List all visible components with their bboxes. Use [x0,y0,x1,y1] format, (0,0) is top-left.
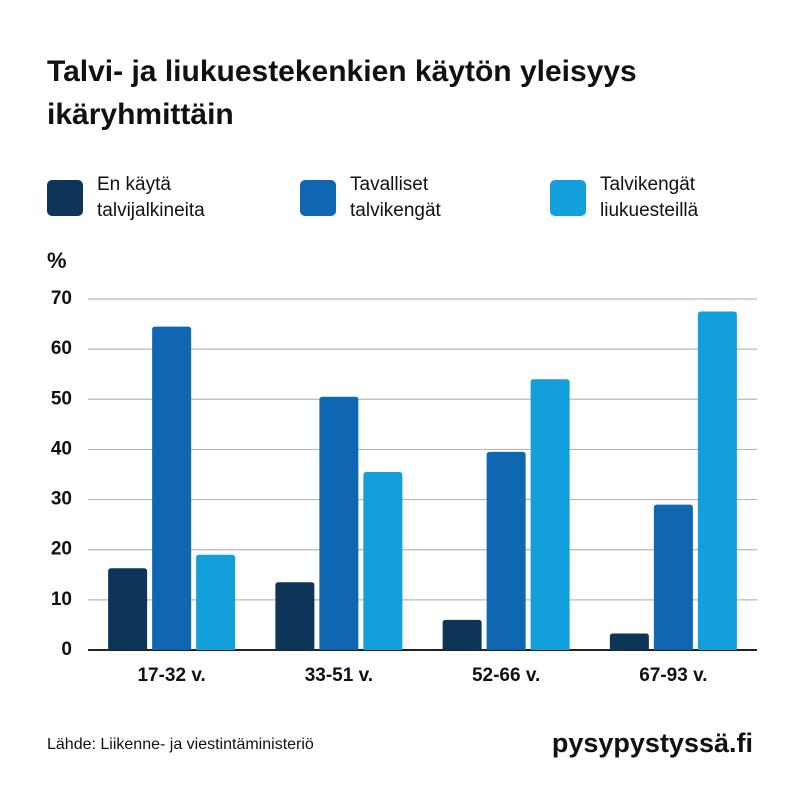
legend-item: En käytä talvijalkineita [47,172,267,224]
bar [653,504,693,650]
bar [697,311,737,650]
y-tick-label: 50 [51,388,72,409]
y-tick-label: 0 [61,639,72,660]
legend-label: En käytä talvijalkineita [97,174,205,221]
y-tick-label: 20 [51,539,72,560]
bar [196,554,236,650]
bar [486,451,526,650]
bar [363,471,403,650]
y-tick-label: 60 [51,338,72,359]
legend-swatch [300,180,336,216]
bar [319,396,359,650]
bar [442,619,482,650]
bar [108,568,148,650]
bar [609,633,649,650]
bar [152,326,192,650]
x-tick-label: 17-32 v. [137,665,205,686]
y-tick-label: 70 [51,288,72,309]
bar [275,582,315,650]
legend-label: Talvikengät liukuesteillä [600,174,699,221]
legend-item: Talvikengät liukuesteillä [550,172,760,224]
legend-label: Tavalliset talvikengät [350,174,441,221]
legend-swatch [550,180,586,216]
brand: pysypystyssä.fi [551,728,753,758]
y-tick-label: 10 [51,589,72,610]
y-axis-label: % [47,248,67,273]
y-tick-label: 40 [51,438,72,459]
x-tick-label: 33-51 v. [305,665,373,686]
legend-item: Tavalliset talvikengät [300,172,500,224]
x-tick-label: 67-93 v. [639,665,707,686]
y-tick-label: 30 [51,489,72,510]
legend-swatch [47,180,83,216]
x-tick-label: 52-66 v. [472,665,540,686]
chart-title: Talvi- ja liukuestekenkien käytön yleisy… [47,55,637,131]
source: Lähde: Liikenne- ja viestintäministeriö [47,736,314,753]
bar [530,379,570,650]
